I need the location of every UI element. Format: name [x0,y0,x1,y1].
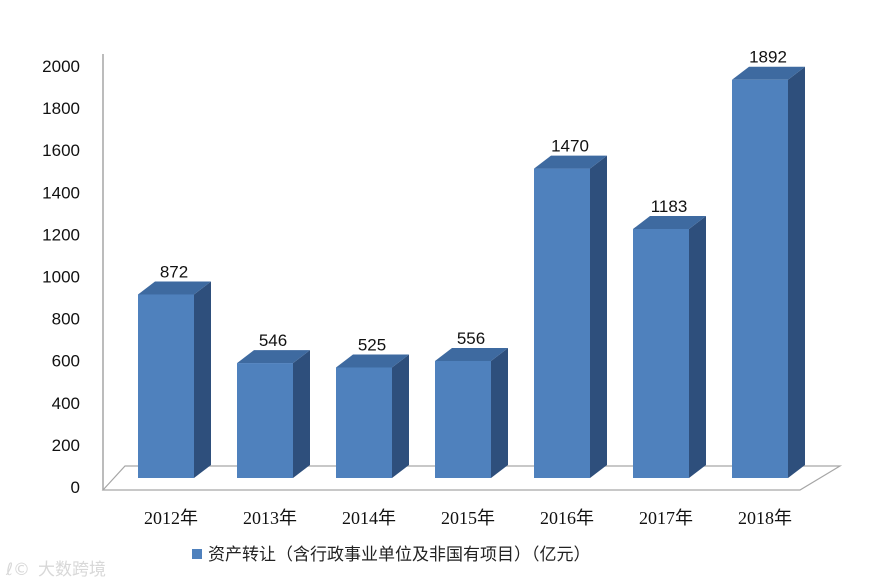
y-tick-label: 0 [71,478,80,497]
bar [534,155,607,478]
bar-front [138,294,194,478]
x-tick-labels: 2012年 2013年 2014年 2015年 2016年 2017年 2018年 [144,508,792,528]
bar-front [435,360,491,478]
data-label: 872 [160,262,188,281]
x-tick-label: 2018年 [738,508,792,528]
bar [732,66,805,478]
y-tick-label: 1600 [42,141,80,160]
bar-side [293,350,310,478]
bar-front [633,228,689,478]
data-label: 525 [358,335,386,354]
bar-side [392,354,409,478]
bar-side [590,155,607,478]
y-tick-label: 1000 [42,268,80,287]
bar-side [788,66,805,478]
y-tick-label: 1200 [42,225,80,244]
y-tick-label: 1800 [42,99,80,118]
legend-swatch [192,549,202,559]
y-tick-labels: 0 200 400 600 800 1000 1200 1400 1600 1800 2000 [42,57,80,497]
bar-top [435,347,508,361]
bar-top [336,354,409,368]
y-tick-label: 400 [52,394,80,413]
data-label: 1892 [749,48,787,67]
bar [435,347,508,478]
bar [138,281,211,478]
y-tick-label: 1400 [42,183,80,202]
y-tick-label: 2000 [42,57,80,76]
bar-side [689,215,706,478]
legend: 资产转让（含行政事业单位及非国有项目）（亿元） [192,545,591,565]
bar-top [534,155,607,169]
bar-top [138,281,211,295]
y-tick-label: 200 [52,436,80,455]
watermark: ℓ© 大数跨境 [5,560,106,580]
x-tick-label: 2014年 [342,508,396,528]
x-tick-label: 2012年 [144,508,198,528]
x-tick-label: 2017年 [639,508,693,528]
bar-front [237,363,293,478]
data-label: 1470 [551,137,589,156]
x-tick-label: 2015年 [441,508,495,528]
legend-label: 资产转让（含行政事业单位及非国有项目）（亿元） [208,545,591,565]
watermark-text: 大数跨境 [38,560,106,580]
data-label: 556 [457,329,485,348]
y-tick-label: 600 [52,352,80,371]
bar [633,215,706,478]
data-labels: 872 546 525 556 1470 1183 1892 [160,48,787,355]
data-label: 1183 [651,197,688,216]
x-tick-label: 2016年 [540,508,594,528]
x-tick-label: 2013年 [243,508,297,528]
bar-front [336,367,392,478]
bar-front [732,79,788,478]
bar [336,354,409,478]
bar-top [732,66,805,80]
bar-top [237,350,310,364]
y-tick-label: 800 [52,310,80,329]
data-label: 546 [259,331,287,350]
bar-front [534,168,590,478]
watermark-logo-icon: ℓ© [5,560,30,580]
bar-side [194,281,211,478]
bar-side [491,347,508,478]
bar-top [633,215,706,229]
bars [138,66,805,478]
bar [237,350,310,478]
